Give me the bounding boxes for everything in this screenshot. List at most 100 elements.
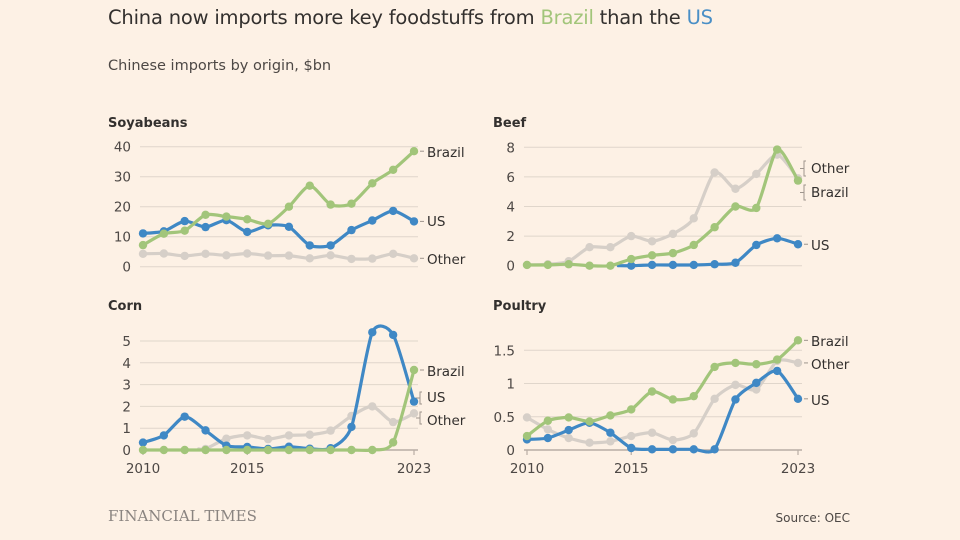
data-point [305,430,314,439]
data-point [647,260,657,270]
data-point [731,395,740,404]
data-point [647,445,657,454]
data-point [564,425,573,435]
y-tick-label: 0 [122,260,131,276]
data-point [668,395,678,404]
data-point [627,254,636,264]
data-point [543,433,553,443]
series-brazil [522,336,803,441]
data-point [772,145,782,154]
data-point [138,229,148,238]
data-point [305,241,314,250]
data-point [731,202,740,211]
data-point [326,445,335,455]
data-point [668,260,678,270]
end-label-brazil: Brazil [427,145,465,161]
data-point [305,181,314,190]
data-point [585,438,594,447]
end-label-brazil: Brazil [811,185,849,201]
data-point [585,417,594,426]
data-point [347,445,356,455]
data-point [710,168,719,177]
data-point [752,385,761,394]
y-tick-label: 1 [506,377,515,393]
data-point [368,179,377,188]
series-us [522,366,803,454]
data-point [222,445,231,455]
data-point [138,438,148,447]
data-point [564,433,573,443]
data-point [243,249,252,258]
data-point [409,217,419,226]
data-point [326,200,335,209]
data-point [731,258,740,267]
panel-corn: Corn 0 1 2 3 4 5 2010 2015 2023 Brazil US Other [108,299,466,477]
data-point [710,223,719,232]
y-tick-label: 40 [114,140,131,156]
data-point [284,222,294,231]
series-line [141,324,416,452]
data-point [263,445,273,455]
x-tick-label: 2015 [230,461,264,477]
data-point [647,428,657,437]
data-point [180,412,189,421]
data-point [606,437,615,446]
panel-poultry: Poultry 0 0.5 1 1.5 2010 2015 2023 Brazil Other US [493,299,850,477]
data-point [159,431,169,440]
data-point [368,445,377,455]
data-point [409,254,419,263]
title-brazil: Brazil [540,6,594,29]
data-point [793,240,803,249]
data-point [668,435,678,445]
data-point [731,184,740,193]
series-other [522,150,803,270]
data-point [543,425,553,434]
data-point [689,391,698,401]
end-label-us: US [427,390,445,406]
data-point [731,380,740,390]
end-label-us: US [811,238,829,254]
y-tick-label: 2 [122,399,131,415]
y-tick-label: 4 [506,200,515,216]
data-point [222,434,231,443]
data-point [793,336,803,345]
data-point [689,214,698,223]
data-point [263,219,273,228]
data-point [731,358,740,368]
data-point [689,429,698,438]
data-point [585,243,594,252]
data-point [159,229,169,238]
data-point [388,249,398,258]
data-point [793,394,803,404]
data-point [409,397,419,406]
data-point [388,417,398,427]
data-point [710,394,719,404]
data-point [201,426,210,435]
data-point [180,226,189,235]
series-brazil [138,365,419,455]
data-point [522,260,532,270]
source-note: Source: OEC [775,511,850,525]
data-point [222,212,231,221]
y-tick-label: 6 [506,170,515,186]
data-point [180,216,189,226]
data-point [159,249,169,258]
data-point [409,365,419,375]
data-point [201,249,210,258]
y-tick-label: 10 [114,230,131,246]
end-label-other: Other [427,252,466,268]
title-us: US [686,6,713,29]
data-point [201,445,210,455]
chart-subtitle: Chinese imports by origin, $bn [108,58,332,74]
series-brazil [522,145,803,270]
data-point [159,445,169,455]
end-label-other: Other [811,161,850,177]
y-tick-label: 30 [114,170,131,186]
end-label-brazil: Brazil [427,364,465,380]
data-point [793,358,803,368]
end-label-us: US [427,214,445,230]
data-point [243,227,252,237]
data-point [793,176,803,185]
data-point [772,234,782,243]
y-tick-label: 4 [122,356,131,372]
